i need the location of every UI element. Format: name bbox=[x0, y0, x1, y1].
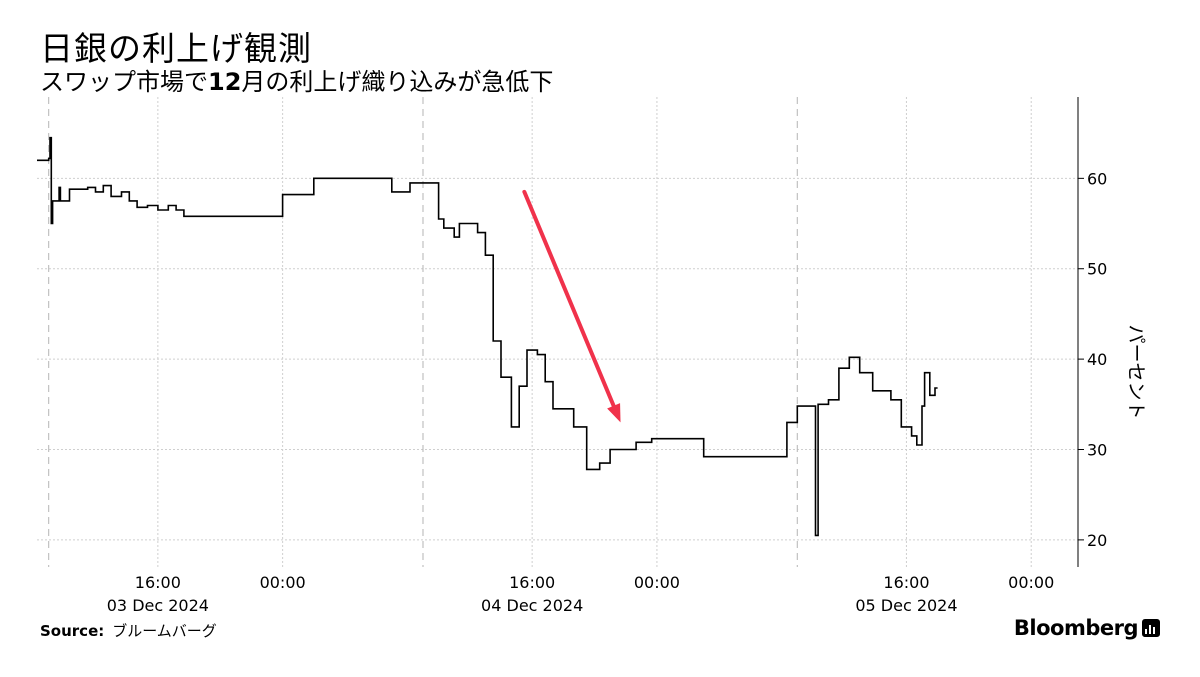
x-tick-label: 00:00 bbox=[260, 573, 306, 592]
series-line bbox=[37, 136, 938, 537]
y-axis-title: パーセント bbox=[1125, 324, 1147, 419]
x-tick-label: 16:00 bbox=[135, 573, 181, 592]
source-text: ブルームバーグ bbox=[112, 622, 217, 640]
y-tick-label: 40 bbox=[1087, 350, 1107, 369]
source-note: Source: ブルームバーグ bbox=[40, 620, 217, 641]
chart-title: 日銀の利上げ観測 bbox=[40, 29, 312, 68]
x-date-label: 03 Dec 2024 bbox=[107, 596, 209, 615]
trend-arrow-head bbox=[607, 403, 621, 423]
grid bbox=[37, 97, 1078, 567]
x-tick-label: 16:00 bbox=[883, 573, 929, 592]
chart-subtitle: スワップ市場で12月の利上げ織り込みが急低下 bbox=[40, 62, 553, 97]
series-layer bbox=[37, 136, 938, 537]
x-tick-label: 00:00 bbox=[634, 573, 680, 592]
y-tick-label: 60 bbox=[1087, 169, 1107, 188]
bloomberg-terminal-icon bbox=[1142, 619, 1160, 637]
y-tick-label: 30 bbox=[1087, 441, 1107, 460]
x-tick-label: 00:00 bbox=[1008, 573, 1054, 592]
subtitle-bold: 12 bbox=[208, 68, 242, 96]
trend-arrow-shaft bbox=[522, 189, 616, 408]
x-date-label: 05 Dec 2024 bbox=[855, 596, 957, 615]
annotation-layer bbox=[522, 189, 621, 423]
bloomberg-logo-text: Bloomberg bbox=[1013, 616, 1139, 640]
y-tick-label: 20 bbox=[1087, 531, 1107, 550]
source-label: Source: bbox=[40, 622, 105, 640]
subtitle-prefix: スワップ市場で bbox=[40, 68, 208, 96]
x-date-label: 04 Dec 2024 bbox=[481, 596, 583, 615]
x-tick-label: 16:00 bbox=[509, 573, 555, 592]
y-tick-label: 50 bbox=[1087, 260, 1107, 279]
axes: 20 30 40 50 60 16:00 03 Dec 2024 00:00 16:00 04 D… bbox=[107, 97, 1147, 615]
subtitle-suffix: 月の利上げ織り込みが急低下 bbox=[241, 68, 554, 96]
